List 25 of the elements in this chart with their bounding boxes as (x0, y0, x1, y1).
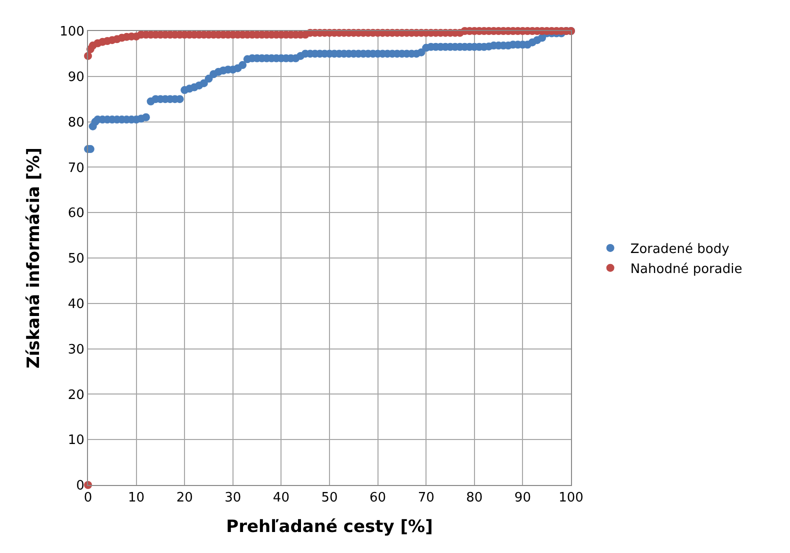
y-tick-label: 40 (68, 296, 84, 312)
y-axis-title: Získaná informácia [%] (24, 148, 44, 368)
x-tick-label: 90 (514, 490, 531, 506)
y-tick-label: 100 (60, 24, 84, 40)
y-tick-label: 20 (68, 388, 84, 403)
x-tick-label: 30 (224, 490, 242, 506)
legend-label: Zoradené body (630, 242, 730, 258)
x-tick-label: 60 (370, 490, 386, 506)
x-tick-label: 40 (272, 490, 290, 506)
y-tick-label: 70 (68, 160, 84, 176)
x-tick-label: 100 (558, 490, 584, 506)
y-tick-label: 80 (68, 115, 84, 130)
x-tick-label: 80 (466, 490, 483, 506)
x-tick-label: 20 (176, 490, 193, 506)
y-tick-label: 60 (68, 206, 84, 222)
y-tick-label: 50 (68, 252, 84, 267)
x-axis-title: Prehľadané cesty [%] (226, 517, 433, 537)
legend-label: Nahodné poradie (630, 262, 742, 277)
y-tick-label: 90 (68, 70, 84, 85)
y-tick-label: 0 (76, 478, 84, 494)
x-tick-label: 70 (418, 490, 434, 506)
x-tick-label: 10 (128, 490, 145, 506)
x-tick-label: 50 (321, 490, 338, 506)
y-tick-label: 10 (68, 433, 84, 448)
y-tick-label: 30 (68, 342, 84, 358)
